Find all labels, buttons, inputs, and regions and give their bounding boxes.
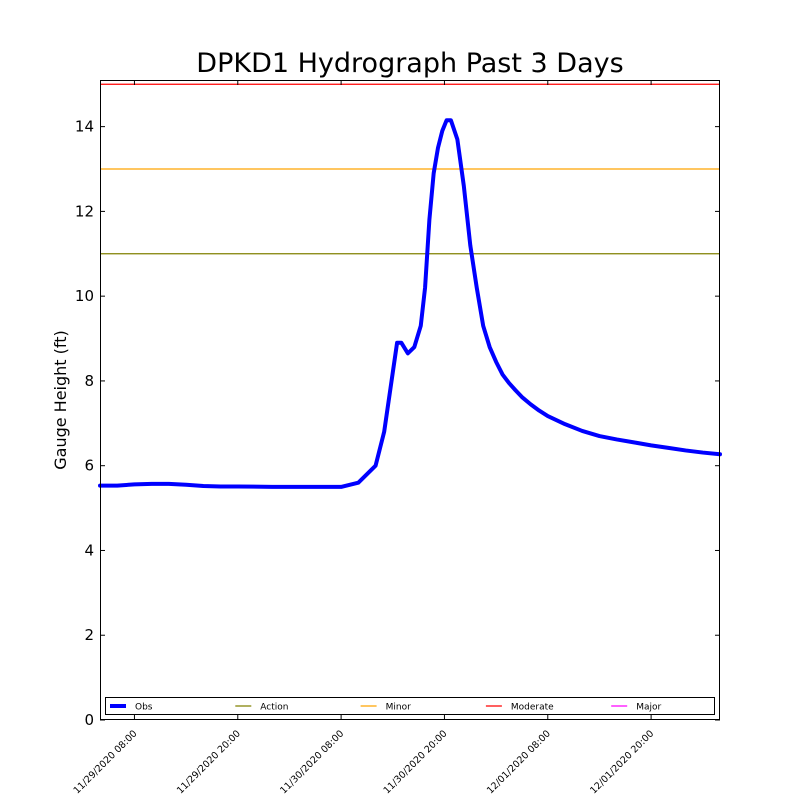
x-tick-label: 11/29/2020 20:00 [175,728,243,796]
y-axis-label: Gauge Height (ft) [51,330,70,470]
y-tick-label: 6 [84,457,94,475]
series-layer [98,118,722,489]
legend-label-major: Major [636,703,661,713]
legend-label-moderate: Moderate [511,703,554,713]
legend-label-minor: Minor [386,703,411,713]
x-tick-label: 12/01/2020 08:00 [485,728,553,796]
y-axis: 0 2 4 6 8 10 12 14 [75,118,720,729]
legend: Obs Action Minor Moderate Major [105,697,715,715]
x-tick-label: 11/30/2020 20:00 [382,728,450,796]
x-tick-label: 12/01/2020 20:00 [588,728,656,796]
y-tick-label: 14 [75,118,94,136]
plot-frame [100,80,720,720]
y-tick-label: 12 [75,202,94,220]
y-tick-label: 10 [75,287,94,305]
series-line-obs [98,118,722,489]
chart-title: DPKD1 Hydrograph Past 3 Days [196,48,623,79]
legend-label-action: Action [260,703,288,713]
y-tick-label: 4 [84,541,94,559]
x-tick-label: 11/30/2020 08:00 [278,728,346,796]
legend-label-obs: Obs [135,703,153,713]
x-axis: 11/29/2020 08:00 11/29/2020 20:00 11/30/20… [72,80,656,796]
legend-box [105,697,715,715]
y-tick-label: 8 [84,372,94,390]
threshold-lines [100,83,720,255]
y-tick-label: 2 [84,626,94,644]
x-tick-label: 11/29/2020 08:00 [72,728,140,796]
y-tick-label: 0 [84,711,94,729]
